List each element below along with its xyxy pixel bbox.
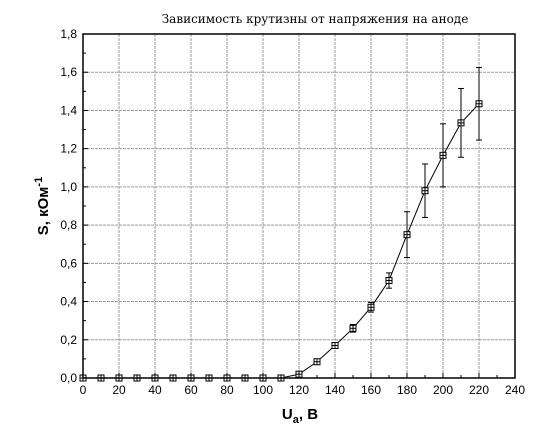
y-tick-label: 1,0 (60, 180, 77, 194)
x-tick-label: 0 (80, 383, 87, 397)
x-tick-label: 220 (469, 383, 489, 397)
x-tick-label: 180 (397, 383, 417, 397)
y-tick-label: 0,0 (60, 371, 77, 385)
x-tick-label: 60 (184, 383, 198, 397)
y-axis: 0,0 0,2 0,4 0,6 0,8 1,0 1,2 1,4 1,6 1,8 (60, 27, 88, 385)
x-tick-label: 140 (325, 383, 345, 397)
y-tick-label: 1,8 (60, 27, 77, 41)
y-axis-label: S, кОм-1 (33, 177, 52, 235)
grid (83, 34, 515, 378)
y-tick-label: 1,2 (60, 142, 77, 156)
x-tick-label: 80 (220, 383, 234, 397)
chart-title: Зависимость крутизны от напряжения на ан… (162, 12, 469, 26)
x-tick-label: 200 (433, 383, 453, 397)
x-tick-label: 120 (289, 383, 309, 397)
series-line (83, 103, 480, 379)
x-tick-label: 160 (361, 383, 381, 397)
x-axis-label: Ua, B (282, 406, 318, 426)
x-tick-label: 100 (253, 383, 273, 397)
x-tick-label: 240 (505, 383, 525, 397)
y-tick-label: 0,4 (60, 295, 77, 309)
y-tick-label: 1,4 (60, 103, 77, 117)
series (79, 66, 483, 382)
y-tick-label: 1,6 (60, 65, 77, 79)
x-tick-label: 40 (148, 383, 162, 397)
plot-frame (82, 33, 516, 379)
y-tick-label: 0,8 (60, 218, 77, 232)
x-axis: 0 20 40 60 80 100 120 140 160 180 200 220 240 (80, 373, 525, 397)
x-tick-label: 20 (112, 383, 126, 397)
y-tick-label: 0,6 (60, 256, 77, 270)
y-tick-label: 0,2 (60, 333, 77, 347)
